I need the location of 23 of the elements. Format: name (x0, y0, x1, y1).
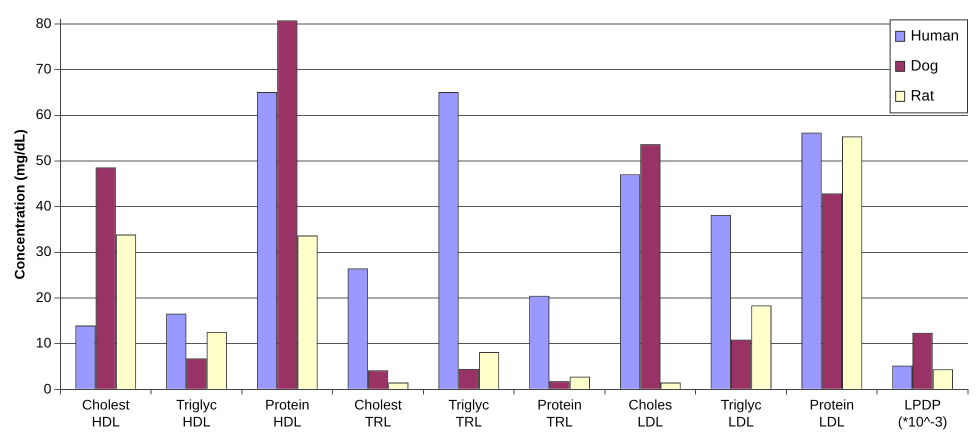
y-tick-label: 80 (36, 14, 52, 31)
x-tick-label: Triglyc HDL (176, 396, 217, 430)
x-tick-label: Choles LDL (628, 396, 672, 430)
y-tick-label: 70 (36, 60, 52, 77)
y-tick-label: 10 (36, 334, 52, 351)
x-tick-label: Triglyc TRL (448, 396, 490, 430)
x-tick-label: LPDP (*10^-3) (898, 396, 948, 430)
y-tick-label: 40 (36, 198, 52, 214)
x-tick-label: Protein LDL (810, 396, 854, 430)
legend-label: Human (910, 28, 960, 45)
legend-label: Dog (910, 58, 938, 75)
x-tick-label: Protein TRL (537, 396, 582, 430)
y-tick-label: 20 (36, 288, 52, 305)
y-tick-label: 60 (36, 106, 52, 122)
y-tick-label: 50 (36, 152, 52, 168)
y-tick-label: 0 (44, 380, 52, 396)
x-tick-label: Cholest HDL (82, 396, 130, 430)
y-axis-title: Concentration (mg/dL) (11, 129, 28, 280)
legend-label: Rat (910, 88, 935, 105)
x-tick-label: Protein HDL (265, 396, 310, 430)
x-tick-label: Triglyc LDL (720, 396, 762, 430)
x-tick-label: Cholest TRL (354, 396, 402, 430)
y-tick-label: 30 (36, 243, 52, 260)
